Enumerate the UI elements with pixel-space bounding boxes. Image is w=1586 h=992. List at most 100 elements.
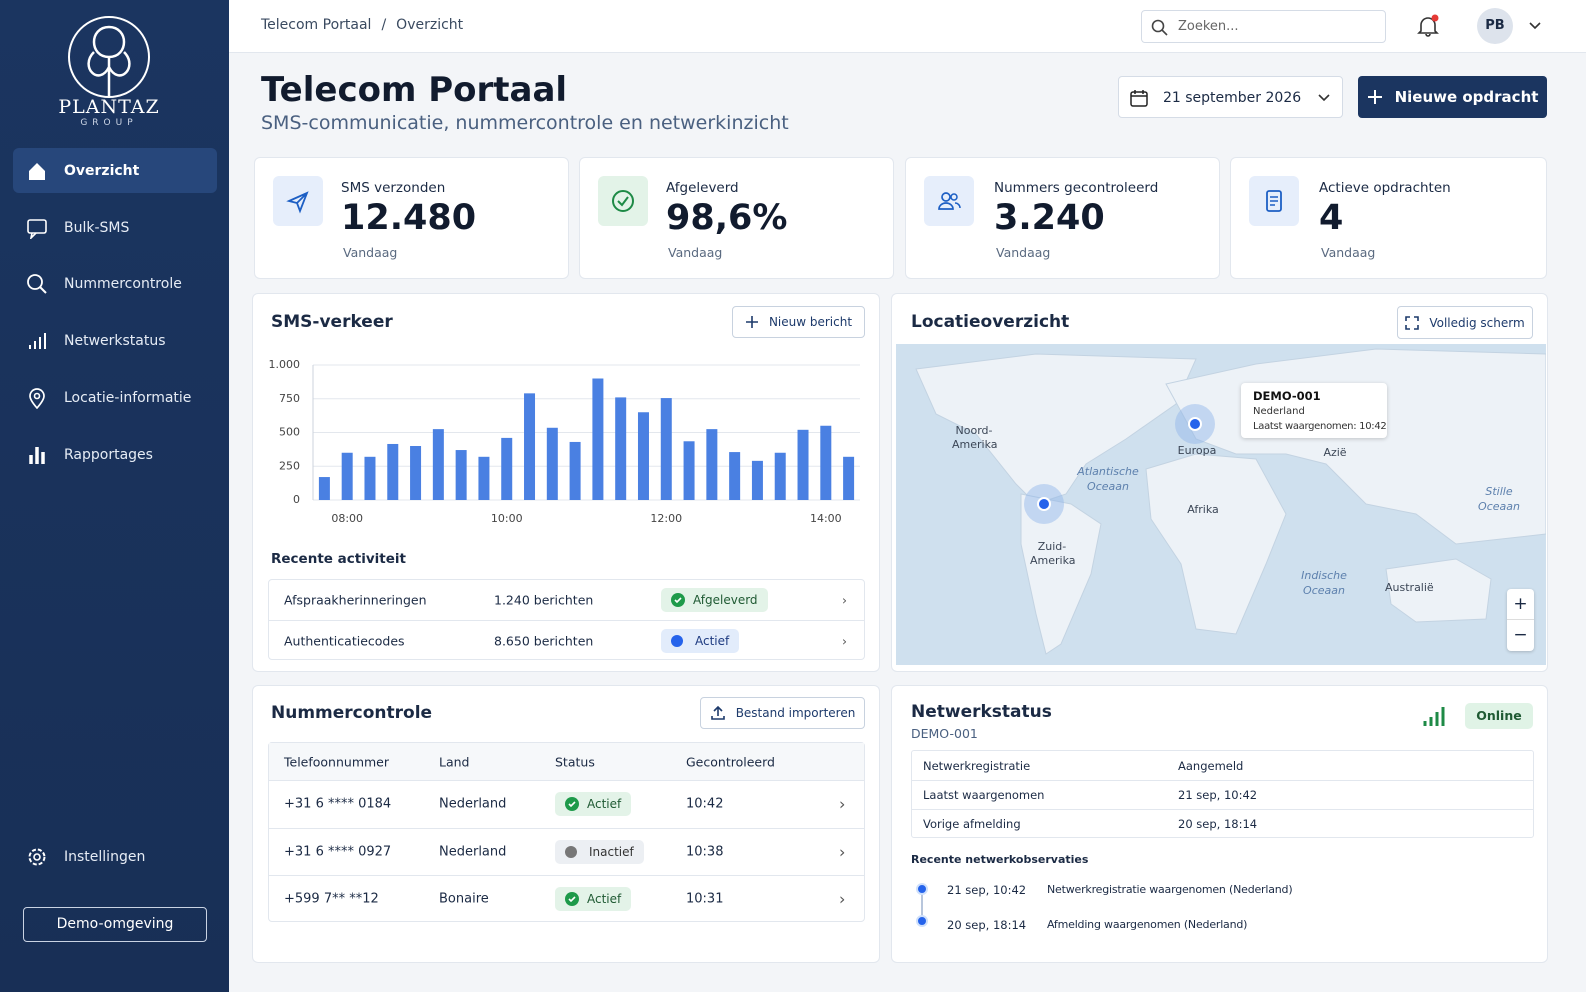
status-label: Inactief: [589, 844, 634, 859]
nav-label: Instellingen: [64, 849, 146, 865]
bar: [683, 441, 695, 500]
bar: [341, 452, 353, 500]
bar: [820, 425, 832, 500]
icon: [1130, 90, 1148, 107]
bar: [569, 441, 581, 500]
new-message-button[interactable]: Nieuw bericht: [732, 306, 865, 338]
column-header: Gecontroleerd: [686, 754, 775, 769]
brand: PLANTAZ: [58, 96, 160, 118]
shape: [1385, 558, 1492, 623]
nav-label: Netwerkstatus: [64, 333, 166, 349]
table-row[interactable]: +31 6 **** 0927 Nederland Inactief 10:38 ›: [269, 827, 864, 876]
date-picker[interactable]: 21 september 2026: [1118, 76, 1343, 118]
breadcrumb-item[interactable]: Telecom Portaal: [261, 17, 372, 33]
environment-button[interactable]: Demo-omgeving: [23, 907, 207, 942]
y-tick-label: 250: [279, 459, 300, 472]
button-label: Bestand importeren: [735, 706, 856, 720]
chevron: [1529, 22, 1541, 30]
shape: [29, 388, 45, 409]
new-order-button[interactable]: Nieuwe opdracht: [1358, 76, 1547, 118]
kpi-label: Afgeleverd: [666, 180, 739, 196]
shape: [1151, 19, 1165, 33]
cell: +31 6 **** 0927: [284, 844, 392, 860]
map[interactable]: [896, 344, 1546, 665]
recent-table: Afspraakherinneringen 1.240 berichten Af…: [268, 579, 865, 660]
shape: [1431, 14, 1439, 22]
status-pill: Afgeleverd: [661, 587, 768, 612]
import-button[interactable]: Bestand importeren: [700, 697, 865, 729]
panel-title: Locatieoverzicht: [911, 312, 1070, 332]
network-table: Netwerkregistratie Aangemeld Laatst waarge…: [911, 750, 1534, 838]
shape: [68, 16, 150, 98]
chevron: [1318, 94, 1330, 102]
nav-item[interactable]: Locatie-informatie: [26, 386, 191, 410]
location-panel: Locatieoverzicht Volledig scherm Noord- A…: [891, 293, 1548, 672]
button-label: Volledig scherm: [1429, 315, 1525, 330]
nav-item[interactable]: Nummercontrole: [26, 272, 182, 296]
nav-item[interactable]: Netwerkstatus: [26, 329, 166, 353]
avatar[interactable]: PB: [1477, 8, 1513, 44]
bar: [637, 412, 649, 500]
nav-item[interactable]: Bulk-SMS: [26, 216, 129, 240]
table-row: Laatst waargenomen 21 sep, 10:42: [912, 780, 1533, 809]
nav-item[interactable]: Rapportages: [26, 443, 153, 467]
zoom-in[interactable]: +: [1507, 589, 1534, 620]
bar: [546, 427, 558, 500]
row-chevron: ›: [839, 889, 846, 909]
icon: [1266, 190, 1282, 212]
shape: [950, 193, 958, 201]
nav-item[interactable]: Instellingen: [26, 845, 145, 869]
status-badge: Online: [1465, 703, 1533, 729]
cell: Aangemeld: [1178, 758, 1244, 773]
map-label-line: Noord-: [955, 424, 993, 437]
map-label-line: Amerika: [952, 438, 998, 451]
kpi-value: 12.480: [341, 198, 477, 238]
cell: 10:31: [686, 891, 724, 907]
map-label: Azië: [1313, 446, 1357, 460]
shape: [33, 853, 41, 861]
table-row[interactable]: +31 6 **** 0184 Nederland Actief 10:42 ›: [269, 780, 864, 828]
icon: [938, 192, 961, 210]
table-row[interactable]: +599 7** **12 Bonaire Actief 10:31 ›: [269, 875, 864, 923]
kpi-icon: [924, 176, 974, 226]
ocean-label-line: Oceaan: [1303, 584, 1345, 597]
zoom-out[interactable]: −: [1513, 625, 1528, 645]
map-label: Australië: [1385, 581, 1434, 595]
map-label-line: Azië: [1323, 446, 1347, 459]
shape: [938, 202, 954, 210]
recent-row[interactable]: Afspraakherinneringen 1.240 berichten Af…: [269, 580, 864, 620]
cell: 21 sep, 10:42: [1178, 788, 1258, 802]
fullscreen-button[interactable]: Volledig scherm: [1397, 306, 1533, 339]
nav-label: Bulk-SMS: [64, 220, 130, 236]
recent-row[interactable]: Authenticatiecodes 8.650 berichten Actie…: [269, 620, 864, 659]
shape: [29, 232, 37, 239]
recent-name: Authenticatiecodes: [284, 633, 405, 649]
kpi-label: Actieve opdrachten: [1319, 180, 1451, 196]
shape: [1270, 196, 1278, 206]
bar: [432, 429, 444, 500]
kpi-value: 3.240: [994, 198, 1105, 238]
bar: [501, 437, 513, 500]
shape: [1417, 17, 1439, 37]
shape: [1318, 94, 1330, 102]
shape: [915, 353, 1197, 505]
shape: [1188, 417, 1202, 431]
column-header: Status: [555, 754, 595, 769]
tooltip-last-seen: Laatst waargenomen: 10:42: [1253, 421, 1387, 432]
icon: [29, 388, 45, 409]
number-table: Telefoonnummer Land Status Gecontroleerd +31…: [268, 742, 865, 922]
nav-item[interactable]: Overzicht: [26, 159, 139, 183]
map-label-line: Afrika: [1187, 503, 1219, 516]
ocean-label-line: Indische: [1301, 569, 1347, 582]
icon: [565, 892, 579, 907]
ocean-label-line: Oceaan: [1478, 500, 1520, 513]
shape: [1145, 453, 1287, 635]
observation-text: Afmelding waargenomen (Nederland): [1047, 918, 1248, 931]
icon: [565, 797, 579, 812]
kpi-label: SMS verzonden: [341, 180, 446, 196]
x-tick-label: 12:00: [650, 512, 682, 525]
bell[interactable]: [1416, 14, 1440, 38]
kpi-period: Vandaag: [343, 245, 398, 260]
row-chevron: ›: [839, 842, 846, 862]
search-box[interactable]: Zoeken...: [1141, 10, 1386, 43]
